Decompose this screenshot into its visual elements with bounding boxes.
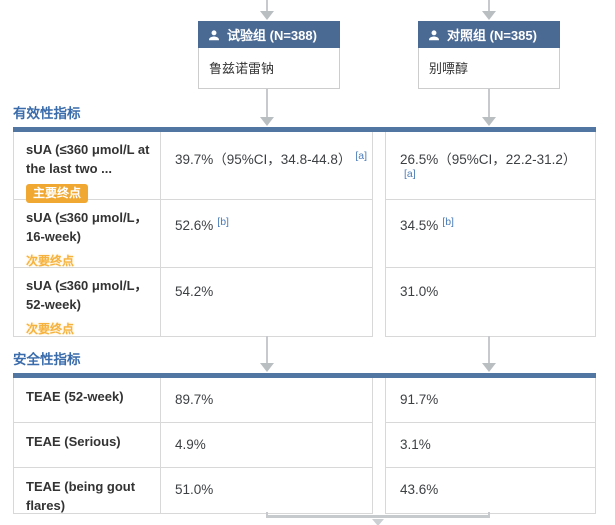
safety-table-arm2: 91.7% 3.1% 43.6% <box>385 378 596 514</box>
endpoint-label: TEAE (52-week) <box>26 389 124 404</box>
connector-line <box>266 89 268 117</box>
endpoint-label: sUA (≤360 μmol/L at the last two ... <box>26 142 150 176</box>
result-cell: 26.5%（95%CI，22.2-31.2）[a] <box>386 132 595 199</box>
control-group-header: 对照组 (N=385) <box>418 21 560 48</box>
result-cell: 51.0% <box>161 468 372 513</box>
result-cell: 34.5% [b] <box>386 200 595 267</box>
person-icon <box>429 29 439 40</box>
result-value: 89.7% <box>175 392 214 407</box>
table-row: TEAE (52-week) 89.7% <box>14 378 372 423</box>
result-cell: 52.6% [b] <box>161 200 372 267</box>
arrow-down-icon <box>482 11 496 20</box>
treatment-group-header: 试验组 (N=388) <box>198 21 340 48</box>
connector-line <box>488 89 490 117</box>
footnote-link[interactable]: [b] <box>442 216 454 228</box>
table-row: sUA (≤360 μmol/L，52-week) 次要终点 54.2% <box>14 268 372 336</box>
efficacy-section-title: 有效性指标 <box>13 106 81 121</box>
table-row: 31.0% <box>386 268 595 336</box>
result-value: 51.0% <box>175 482 214 497</box>
control-group-box: 对照组 (N=385) 别嘌醇 <box>418 21 560 89</box>
result-cell: 89.7% <box>161 378 372 422</box>
result-value: 91.7% <box>400 392 439 407</box>
arrow-down-icon <box>482 117 496 126</box>
result-value: 52.6% <box>175 218 214 233</box>
endpoint-label-cell: sUA (≤360 μmol/L，16-week) 次要终点 <box>14 200 161 268</box>
connector-line <box>266 336 268 363</box>
endpoint-label-cell: sUA (≤360 μmol/L at the last two ... 主要终… <box>14 132 161 204</box>
result-cell: 91.7% <box>386 378 595 422</box>
footnote-link[interactable]: [a] <box>355 150 368 162</box>
endpoint-label: TEAE (Serious) <box>26 434 121 449</box>
result-value: 34.5% <box>400 218 439 233</box>
connector-line <box>488 336 490 363</box>
table-row: 43.6% <box>386 468 595 513</box>
arrow-down-icon <box>260 11 274 20</box>
result-value: 54.2% <box>175 284 214 299</box>
efficacy-table-arm1: sUA (≤360 μmol/L at the last two ... 主要终… <box>13 132 373 337</box>
endpoint-label-cell: TEAE (being gout flares) <box>14 468 161 513</box>
arrow-down-icon <box>260 117 274 126</box>
table-row: TEAE (Serious) 4.9% <box>14 423 372 468</box>
result-value: 26.5%（95%CI，22.2-31.2） <box>400 152 577 167</box>
endpoint-label-cell: TEAE (Serious) <box>14 423 161 467</box>
treatment-drug-name: 鲁兹诺雷钠 <box>198 48 340 89</box>
arrow-down-icon <box>482 363 496 372</box>
arrow-down-icon <box>372 519 384 525</box>
safety-section-title: 安全性指标 <box>13 352 81 367</box>
result-cell: 31.0% <box>386 268 595 336</box>
result-value: 3.1% <box>400 437 431 452</box>
result-cell: 4.9% <box>161 423 372 467</box>
connector-line <box>488 0 490 11</box>
efficacy-table-arm2: 26.5%（95%CI，22.2-31.2）[a] 34.5% [b] 31.0% <box>385 132 596 337</box>
person-icon <box>209 29 219 40</box>
treatment-group-title: 试验组 (N=388) <box>227 28 317 43</box>
secondary-endpoint-badge: 次要终点 <box>26 321 75 336</box>
endpoint-label: sUA (≤360 μmol/L，16-week) <box>26 210 148 244</box>
safety-table-arm1: TEAE (52-week) 89.7% TEAE (Serious) 4.9%… <box>13 378 373 514</box>
endpoint-label-cell: sUA (≤360 μmol/L，52-week) 次要终点 <box>14 268 161 336</box>
arrow-down-icon <box>260 363 274 372</box>
endpoint-label: TEAE (being gout flares) <box>26 479 136 513</box>
result-cell: 54.2% <box>161 268 372 336</box>
safety-section-bar <box>13 373 596 378</box>
control-group-title: 对照组 (N=385) <box>447 28 537 43</box>
secondary-endpoint-badge: 次要终点 <box>26 253 75 268</box>
result-cell: 43.6% <box>386 468 595 513</box>
endpoint-label: sUA (≤360 μmol/L，52-week) <box>26 278 148 312</box>
result-value: 4.9% <box>175 437 206 452</box>
footnote-link[interactable]: [b] <box>217 216 229 228</box>
table-row: 3.1% <box>386 423 595 468</box>
table-row: 34.5% [b] <box>386 200 595 268</box>
merge-bracket <box>266 512 490 518</box>
result-value: 39.7%（95%CI，34.8-44.8） <box>175 152 352 167</box>
control-drug-name: 别嘌醇 <box>418 48 560 89</box>
table-row: sUA (≤360 μmol/L，16-week) 次要终点 52.6% [b] <box>14 200 372 268</box>
result-cell: 39.7%（95%CI，34.8-44.8） [a] <box>161 132 372 199</box>
connector-line <box>266 0 268 11</box>
footnote-link[interactable]: [a] <box>404 168 416 180</box>
endpoint-label-cell: TEAE (52-week) <box>14 378 161 422</box>
table-row: TEAE (being gout flares) 51.0% <box>14 468 372 513</box>
treatment-group-box: 试验组 (N=388) 鲁兹诺雷钠 <box>198 21 340 89</box>
result-value: 31.0% <box>400 284 439 299</box>
table-row: 91.7% <box>386 378 595 423</box>
result-cell: 3.1% <box>386 423 595 467</box>
result-value: 43.6% <box>400 482 439 497</box>
table-row: sUA (≤360 μmol/L at the last two ... 主要终… <box>14 132 372 204</box>
efficacy-section-bar <box>13 127 596 132</box>
primary-endpoint-badge: 主要终点 <box>26 183 89 204</box>
table-row: 26.5%（95%CI，22.2-31.2）[a] <box>386 132 595 200</box>
